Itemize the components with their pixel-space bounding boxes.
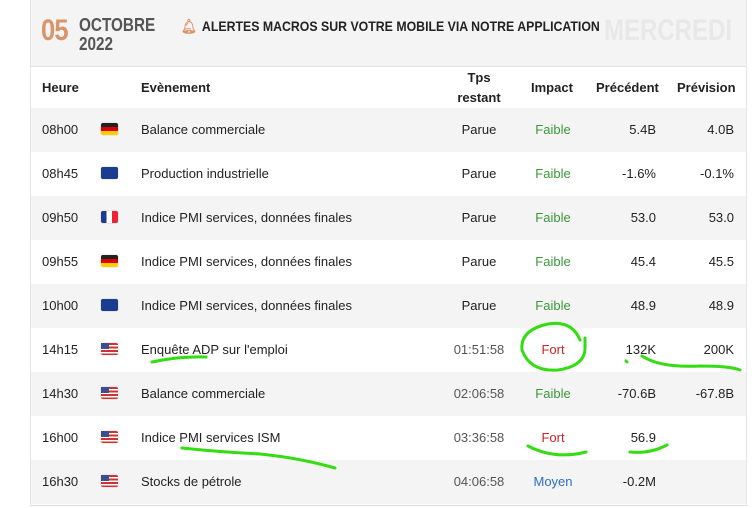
col-header-event: Evènement xyxy=(141,80,211,95)
row-time: 09h50 xyxy=(42,210,79,225)
row-event[interactable]: Indice PMI services, données finales xyxy=(141,210,352,225)
mobile-alert-link[interactable]: 🔔︎ ALERTES MACROS SUR VOTRE MOBILE VIA NO… xyxy=(181,18,600,35)
row-previous: 48.9 xyxy=(630,298,656,313)
row-time: 14h30 xyxy=(42,386,79,401)
row-previous: 132K xyxy=(625,342,656,357)
row-impact: Faible xyxy=(535,298,571,313)
date-day: 05 xyxy=(41,14,69,47)
row-remaining: 02:06:58 xyxy=(453,386,505,401)
row-forecast: 53.0 xyxy=(708,210,734,225)
row-previous: 53.0 xyxy=(630,210,656,225)
row-previous: 5.4B xyxy=(629,122,656,137)
row-time: 09h55 xyxy=(42,254,79,269)
col-header-remaining-1: Tps xyxy=(467,69,491,85)
row-impact: Faible xyxy=(535,386,571,401)
row-previous: -0.2M xyxy=(622,474,656,489)
row-event[interactable]: Indice PMI services, données finales xyxy=(141,254,352,269)
flag-us-icon xyxy=(101,343,118,355)
row-time: 16h30 xyxy=(42,474,79,489)
bell-icon: 🔔︎ xyxy=(181,18,197,34)
row-previous: 56.9 xyxy=(630,430,656,445)
row-forecast: 48.9 xyxy=(708,298,734,313)
row-remaining: 04:06:58 xyxy=(453,474,505,489)
row-forecast: -0.1% xyxy=(700,166,734,181)
table-row[interactable]: 09h55 Indice PMI services, données final… xyxy=(31,240,746,284)
row-impact: Faible xyxy=(535,210,571,225)
table-row[interactable]: 09h50 Indice PMI services, données final… xyxy=(31,196,746,240)
col-header-impact: Impact xyxy=(531,80,573,95)
table-row[interactable]: 16h30 Stocks de pétrole 04:06:58 Moyen -… xyxy=(31,460,746,504)
row-impact: Moyen xyxy=(533,474,573,489)
row-remaining: 01:51:58 xyxy=(453,342,505,357)
row-remaining: Parue xyxy=(461,210,497,225)
row-previous: 45.4 xyxy=(630,254,656,269)
row-impact: Faible xyxy=(535,166,571,181)
row-forecast: -67.8B xyxy=(695,386,734,401)
row-event[interactable]: Production industrielle xyxy=(141,166,269,181)
row-time: 08h45 xyxy=(42,166,79,181)
date-header: 05 OCTOBRE 2022 🔔︎ ALERTES MACROS SUR VOTR… xyxy=(31,0,746,67)
col-header-previous: Précédent xyxy=(596,80,659,95)
flag-eu-icon xyxy=(101,299,118,311)
table-row[interactable]: 16h00 Indice PMI services ISM 03:36:58 F… xyxy=(31,416,746,460)
row-time: 08h00 xyxy=(42,122,79,137)
row-event[interactable]: Enquête ADP sur l'emploi xyxy=(141,342,288,357)
flag-us-icon xyxy=(101,431,118,443)
flag-fr-icon xyxy=(101,211,118,223)
date-month-year: OCTOBRE 2022 xyxy=(79,16,155,54)
row-remaining: Parue xyxy=(461,122,497,137)
row-forecast: 200K xyxy=(703,342,734,357)
date-year: 2022 xyxy=(79,34,114,54)
flag-de-icon xyxy=(101,255,118,267)
col-header-forecast: Prévision xyxy=(677,80,736,95)
row-event[interactable]: Indice PMI services ISM xyxy=(141,430,281,445)
col-header-remaining: Tps restant xyxy=(449,67,509,108)
row-time: 10h00 xyxy=(42,298,79,313)
row-remaining: Parue xyxy=(461,166,497,181)
table-row[interactable]: 14h30 Balance commerciale 02:06:58 Faibl… xyxy=(31,372,746,416)
weekday: MERCREDI xyxy=(603,14,732,47)
row-impact: Fort xyxy=(541,342,565,357)
row-event[interactable]: Stocks de pétrole xyxy=(141,474,242,489)
row-previous: -70.6B xyxy=(617,386,656,401)
row-impact: Faible xyxy=(535,122,571,137)
row-impact: Faible xyxy=(535,254,571,269)
row-forecast: 4.0B xyxy=(707,122,734,137)
flag-us-icon xyxy=(101,475,118,487)
flag-de-icon xyxy=(101,123,118,135)
row-remaining: 03:36:58 xyxy=(453,430,505,445)
row-remaining: Parue xyxy=(461,298,497,313)
row-event[interactable]: Balance commerciale xyxy=(141,386,266,401)
col-header-remaining-2: restant xyxy=(457,89,501,105)
row-time: 16h00 xyxy=(42,430,79,445)
flag-us-icon xyxy=(101,387,118,399)
table-row[interactable]: 14h15 Enquête ADP sur l'emploi 01:51:58 … xyxy=(31,328,746,372)
table-row[interactable]: 08h00 Balance commerciale Parue Faible 5… xyxy=(31,108,746,152)
table-row[interactable]: 10h00 Indice PMI services, données final… xyxy=(31,284,746,328)
row-remaining: Parue xyxy=(461,254,497,269)
col-header-time: Heure xyxy=(42,80,79,95)
row-event[interactable]: Balance commerciale xyxy=(141,122,266,137)
row-impact: Fort xyxy=(541,430,565,445)
table-row[interactable]: 08h45 Production industrielle Parue Faib… xyxy=(31,152,746,196)
row-forecast: 45.5 xyxy=(708,254,734,269)
row-event[interactable]: Indice PMI services, données finales xyxy=(141,298,352,313)
economic-calendar: 05 OCTOBRE 2022 🔔︎ ALERTES MACROS SUR VOTR… xyxy=(30,0,747,506)
alert-text: ALERTES MACROS SUR VOTRE MOBILE VIA NOTR… xyxy=(201,18,600,34)
flag-eu-icon xyxy=(101,167,118,179)
row-time: 14h15 xyxy=(42,342,79,357)
date-month: OCTOBRE xyxy=(79,15,156,35)
row-previous: -1.6% xyxy=(622,166,656,181)
